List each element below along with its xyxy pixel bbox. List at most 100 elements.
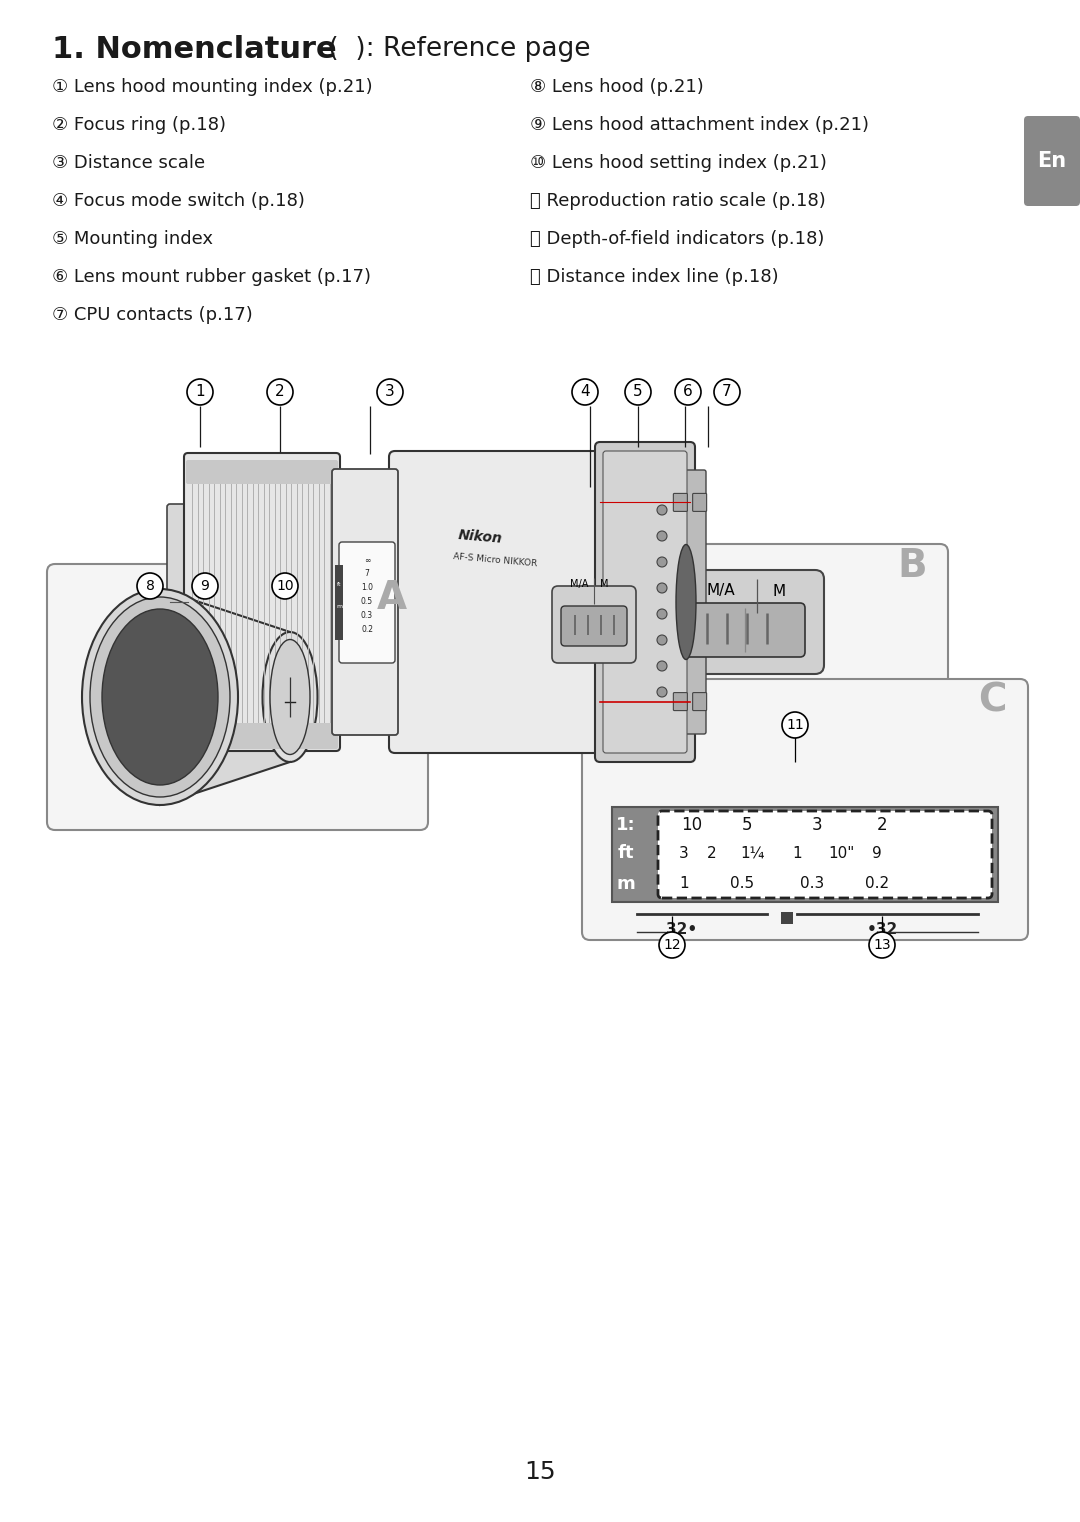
Text: 9: 9 (873, 846, 882, 860)
Text: 1.0: 1.0 (361, 583, 373, 592)
Text: En: En (1038, 151, 1067, 170)
Text: m: m (617, 875, 635, 893)
FancyBboxPatch shape (612, 807, 998, 903)
FancyBboxPatch shape (184, 454, 340, 750)
Text: ⑥ Lens mount rubber gasket (p.17): ⑥ Lens mount rubber gasket (p.17) (52, 268, 372, 286)
Text: 3: 3 (679, 846, 689, 860)
FancyBboxPatch shape (561, 606, 627, 645)
FancyBboxPatch shape (186, 723, 338, 749)
Text: AF-S Micro NIKKOR: AF-S Micro NIKKOR (453, 552, 538, 568)
Circle shape (657, 686, 667, 697)
Text: ① Lens hood mounting index (p.21): ① Lens hood mounting index (p.21) (52, 78, 373, 96)
FancyBboxPatch shape (658, 811, 993, 898)
Text: 7: 7 (723, 385, 732, 399)
Circle shape (137, 572, 163, 600)
Circle shape (187, 379, 213, 405)
Text: 0.2: 0.2 (865, 877, 889, 892)
Circle shape (572, 379, 598, 405)
FancyBboxPatch shape (186, 460, 338, 484)
Text: ⑬ Distance index line (p.18): ⑬ Distance index line (p.18) (530, 268, 779, 286)
Text: 2: 2 (877, 816, 888, 834)
Text: 1: 1 (195, 385, 205, 399)
FancyBboxPatch shape (389, 451, 606, 753)
Text: 3: 3 (812, 816, 822, 834)
Circle shape (675, 379, 701, 405)
Text: ⑧ Lens hood (p.21): ⑧ Lens hood (p.21) (530, 78, 704, 96)
Text: 1:: 1: (617, 816, 636, 834)
FancyBboxPatch shape (552, 586, 636, 664)
Text: 13: 13 (874, 938, 891, 951)
FancyBboxPatch shape (673, 493, 687, 511)
Text: M/A: M/A (570, 578, 589, 589)
Text: 10": 10" (828, 846, 855, 860)
Text: A: A (377, 578, 407, 616)
FancyBboxPatch shape (673, 693, 687, 711)
Text: •32: •32 (866, 922, 897, 938)
Text: 1: 1 (679, 877, 689, 892)
Circle shape (267, 379, 293, 405)
Text: 5: 5 (633, 385, 643, 399)
Text: C: C (977, 682, 1007, 720)
Text: 15: 15 (524, 1460, 556, 1484)
Text: ⑫ Depth-of-field indicators (p.18): ⑫ Depth-of-field indicators (p.18) (530, 230, 824, 248)
Ellipse shape (82, 589, 238, 805)
Text: ⑨ Lens hood attachment index (p.21): ⑨ Lens hood attachment index (p.21) (530, 116, 869, 134)
Text: 0.5: 0.5 (361, 598, 373, 606)
Text: 4: 4 (580, 385, 590, 399)
Circle shape (657, 505, 667, 514)
Text: 6: 6 (684, 385, 693, 399)
Ellipse shape (102, 609, 218, 785)
Text: 5: 5 (742, 816, 753, 834)
FancyBboxPatch shape (684, 470, 706, 734)
Text: ④ Focus mode switch (p.18): ④ Focus mode switch (p.18) (52, 192, 305, 210)
Circle shape (625, 379, 651, 405)
Circle shape (657, 609, 667, 619)
Text: 32•: 32• (666, 922, 698, 938)
Circle shape (782, 712, 808, 738)
Text: 1¼: 1¼ (740, 846, 765, 860)
Ellipse shape (90, 597, 230, 798)
Text: ft: ft (337, 581, 341, 586)
Text: Nikon: Nikon (457, 528, 503, 546)
Text: 0.5: 0.5 (730, 877, 754, 892)
Text: 11: 11 (786, 718, 804, 732)
Text: ③ Distance scale: ③ Distance scale (52, 154, 205, 172)
Text: 2: 2 (707, 846, 717, 860)
Circle shape (377, 379, 403, 405)
Text: ⑦ CPU contacts (p.17): ⑦ CPU contacts (p.17) (52, 306, 253, 324)
FancyBboxPatch shape (339, 542, 395, 664)
Text: M: M (773, 583, 786, 598)
Text: 1. Nomenclature: 1. Nomenclature (52, 35, 337, 64)
Circle shape (272, 572, 298, 600)
Ellipse shape (670, 514, 702, 689)
FancyBboxPatch shape (603, 451, 687, 753)
Text: M/A: M/A (707, 583, 735, 598)
Circle shape (657, 635, 667, 645)
FancyBboxPatch shape (692, 493, 706, 511)
FancyBboxPatch shape (1024, 116, 1080, 205)
Ellipse shape (270, 639, 310, 755)
Ellipse shape (262, 632, 318, 763)
Circle shape (869, 931, 895, 957)
Text: 0.3: 0.3 (361, 612, 373, 621)
FancyBboxPatch shape (675, 603, 805, 658)
Text: ⑩ Lens hood setting index (p.21): ⑩ Lens hood setting index (p.21) (530, 154, 827, 172)
Text: ⑤ Mounting index: ⑤ Mounting index (52, 230, 213, 248)
Text: M: M (600, 578, 608, 589)
Ellipse shape (676, 545, 696, 659)
Text: 2: 2 (275, 385, 285, 399)
FancyBboxPatch shape (48, 565, 428, 829)
Text: 9: 9 (201, 578, 210, 594)
FancyBboxPatch shape (582, 679, 1028, 941)
Circle shape (192, 572, 218, 600)
FancyBboxPatch shape (692, 693, 706, 711)
Text: 0.2: 0.2 (361, 626, 373, 635)
FancyBboxPatch shape (167, 504, 191, 700)
Text: ② Focus ring (p.18): ② Focus ring (p.18) (52, 116, 226, 134)
FancyBboxPatch shape (335, 565, 343, 639)
Text: ⑪ Reproduction ratio scale (p.18): ⑪ Reproduction ratio scale (p.18) (530, 192, 826, 210)
Text: 3: 3 (386, 385, 395, 399)
Circle shape (657, 661, 667, 671)
Circle shape (659, 931, 685, 957)
Circle shape (714, 379, 740, 405)
